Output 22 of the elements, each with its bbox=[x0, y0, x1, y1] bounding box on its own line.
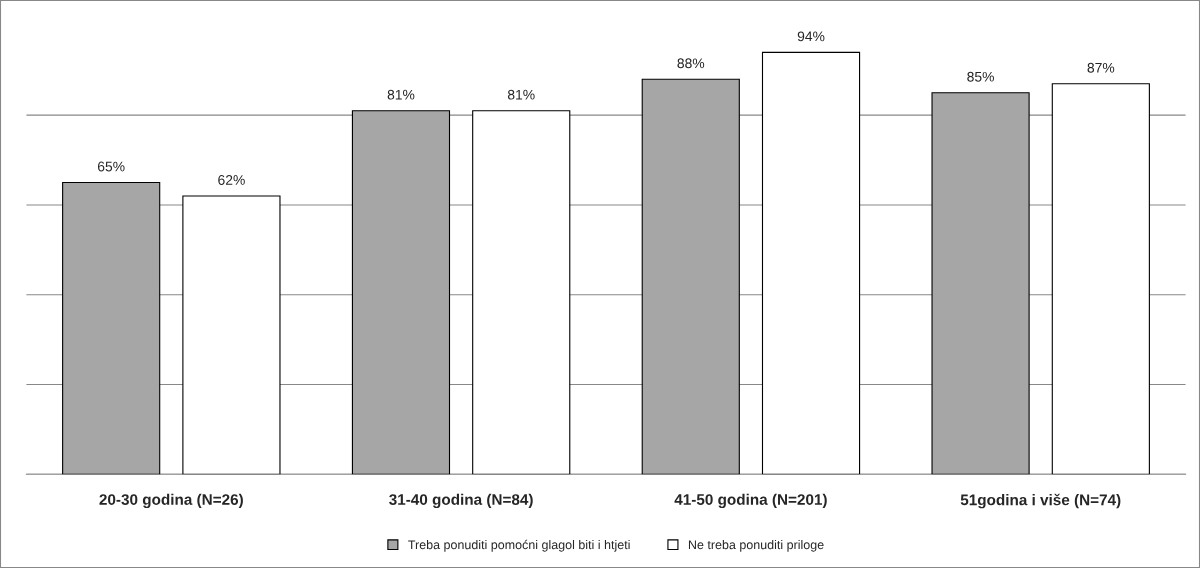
bar bbox=[1051, 83, 1150, 475]
x-tick-label: 20-30 godina (N=26) bbox=[99, 493, 243, 509]
bar bbox=[182, 195, 281, 475]
bar bbox=[931, 92, 1030, 475]
data-label: 81% bbox=[507, 89, 535, 100]
bar bbox=[62, 181, 161, 475]
data-label: 94% bbox=[797, 31, 825, 42]
bar bbox=[351, 110, 451, 475]
data-label: 85% bbox=[967, 71, 994, 82]
bar bbox=[641, 78, 740, 475]
data-label: 81% bbox=[387, 89, 415, 100]
x-tick-label: 41-50 godina (N=201) bbox=[674, 493, 827, 509]
data-label: 88% bbox=[677, 58, 705, 69]
x-tick-label: 31-40 godina (N=84) bbox=[389, 493, 533, 509]
data-label: 65% bbox=[97, 161, 125, 172]
x-tick-label: 51godina i više (N=74) bbox=[960, 493, 1121, 509]
legend-label: Treba ponuditi pomoćni glagol biti i htjeti bbox=[408, 539, 630, 552]
data-label: 87% bbox=[1087, 62, 1115, 73]
bar bbox=[472, 110, 571, 475]
data-label: 62% bbox=[218, 175, 245, 185]
legend-label: Ne treba ponuditi priloge bbox=[688, 539, 824, 552]
bar bbox=[761, 51, 861, 475]
